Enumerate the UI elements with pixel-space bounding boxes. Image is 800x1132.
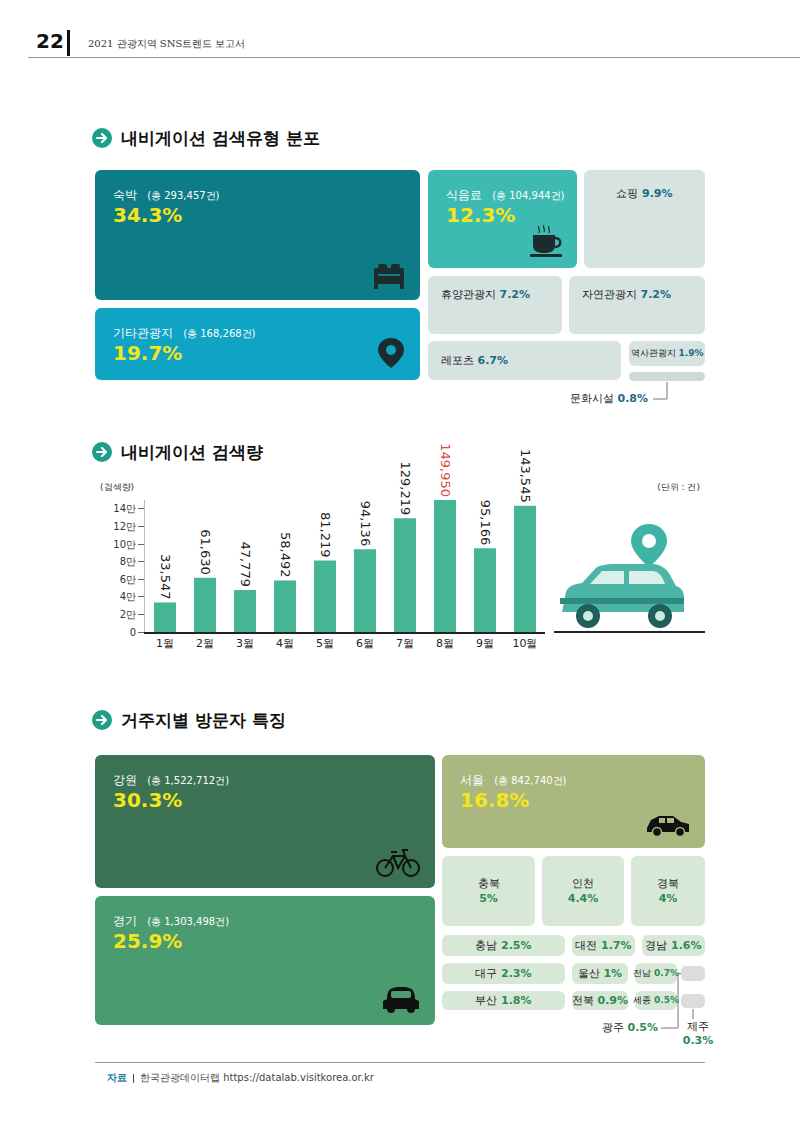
svg-text:2월: 2월 [196,637,214,650]
svg-text:129,219: 129,219 [398,462,413,516]
html-text:서울: 서울 [460,773,484,787]
html-text:휴양관광지 7.2%: 휴양관광지 7.2% [441,288,530,301]
svg-text:7월: 7월 [396,637,414,650]
html-text:25.9%: 25.9% [113,929,183,953]
html-text:인천: 인천 [572,877,594,890]
svg-text:143,545: 143,545 [518,449,533,503]
html-text:5%: 5% [479,892,498,905]
svg-text:47,779: 47,779 [238,541,253,587]
html-text:30.3%: 30.3% [113,788,183,812]
svg-text:6만: 6만 [120,574,136,585]
html-text:한국관광데이터랩 https://datalab.visit: 한국관광데이터랩 https://datalab.visitkorea.or.k… [140,1072,374,1083]
svg-text:81,219: 81,219 [318,512,333,558]
svg-text:8만: 8만 [120,556,136,567]
html-text:(단위 : 건): (단위 : 건) [657,482,700,492]
html-text:0.3%: 0.3% [682,1034,714,1047]
html-text:기타관광지: 기타관광지 [113,326,173,340]
svg-text:12만: 12만 [113,521,136,532]
html-text:식음료: 식음료 [446,188,482,202]
html-text:(총 104,944건): (총 104,944건) [492,190,565,201]
svg-text:8월: 8월 [436,637,454,650]
html-text:(총 842,740건): (총 842,740건) [494,775,567,786]
html-text:경기: 경기 [113,914,137,928]
html-text:자연관광지 7.2%: 자연관광지 7.2% [582,288,671,301]
html-text:부산 1.8%: 부산 1.8% [475,994,532,1007]
html-text:4%: 4% [658,892,678,905]
html-text:충북: 충북 [477,877,500,890]
svg-text:149,950: 149,950 [438,443,453,497]
svg-text:14만: 14만 [113,503,136,514]
html-text:세종 0.5%: 세종 0.5% [633,995,679,1005]
html-text:문화시설 0.8%: 문화시설 0.8% [570,392,648,405]
html-text:울산 1%: 울산 1% [577,967,623,980]
html-text:거주지별 방문자 특징: 거주지별 방문자 특징 [121,710,286,730]
html-text:내비게이션 검색량: 내비게이션 검색량 [121,442,263,462]
html-text:2021 관광지역 SNS트렌드 보고서: 2021 관광지역 SNS트렌드 보고서 [88,38,246,49]
html-text:4.4%: 4.4% [567,892,599,905]
svg-text:2만: 2만 [120,609,136,620]
html-text:22: 22 [36,29,64,53]
svg-text:1월: 1월 [156,637,174,650]
html-text:(총 1,522,712건): (총 1,522,712건) [147,775,229,786]
html-text:레포츠 6.7%: 레포츠 6.7% [441,354,508,367]
html-text:대전 1.7%: 대전 1.7% [575,939,632,952]
svg-text:0: 0 [130,627,136,638]
svg-text:4월: 4월 [276,637,294,650]
html-text:충남 2.5%: 충남 2.5% [475,939,532,952]
html-text:대구 2.3%: 대구 2.3% [475,967,532,980]
html-text:(총 168,268건): (총 168,268건) [183,328,256,339]
html-text:전남 0.7%: 전남 0.7% [633,968,679,978]
svg-text:3월: 3월 [236,637,254,650]
html-text:경남 1.6%: 경남 1.6% [645,939,702,952]
html-text:숙박: 숙박 [113,188,137,202]
svg-text:61,630: 61,630 [198,529,213,575]
html-text:19.7%: 19.7% [113,341,183,365]
html-text:자료: 자료 [107,1072,127,1083]
svg-text:10만: 10만 [113,539,136,550]
html-text:(검색량): (검색량) [100,482,134,492]
html-text:역사관광지 1.9%: 역사관광지 1.9% [630,348,704,358]
svg-text:94,136: 94,136 [358,501,373,546]
svg-text:58,492: 58,492 [278,532,293,578]
html-text:12.3%: 12.3% [446,203,516,227]
svg-text:5월: 5월 [316,637,334,650]
html-text:경북: 경북 [657,877,679,890]
html-text:(총 1,303,498건): (총 1,303,498건) [147,916,229,927]
html-text:제주: 제주 [687,1020,709,1033]
svg-text:95,166: 95,166 [478,500,493,546]
html-text:내비게이션 검색유형 분포: 내비게이션 검색유형 분포 [121,128,320,148]
html-text:16.8%: 16.8% [460,788,530,812]
svg-text:9월: 9월 [476,637,494,650]
svg-text:33,547: 33,547 [158,554,173,600]
html-text:34.3%: 34.3% [113,203,183,227]
html-text:전북 0.9%: 전북 0.9% [572,994,628,1007]
svg-text:6월: 6월 [356,637,374,650]
html-text:쇼핑 9.9%: 쇼핑 9.9% [616,187,673,200]
svg-text:4만: 4만 [120,591,136,602]
html-text:강원: 강원 [113,773,137,787]
html-text:광주 0.5%: 광주 0.5% [602,1021,658,1034]
html-text:(총 293,457건): (총 293,457건) [147,190,220,201]
svg-text:10월: 10월 [513,637,538,650]
